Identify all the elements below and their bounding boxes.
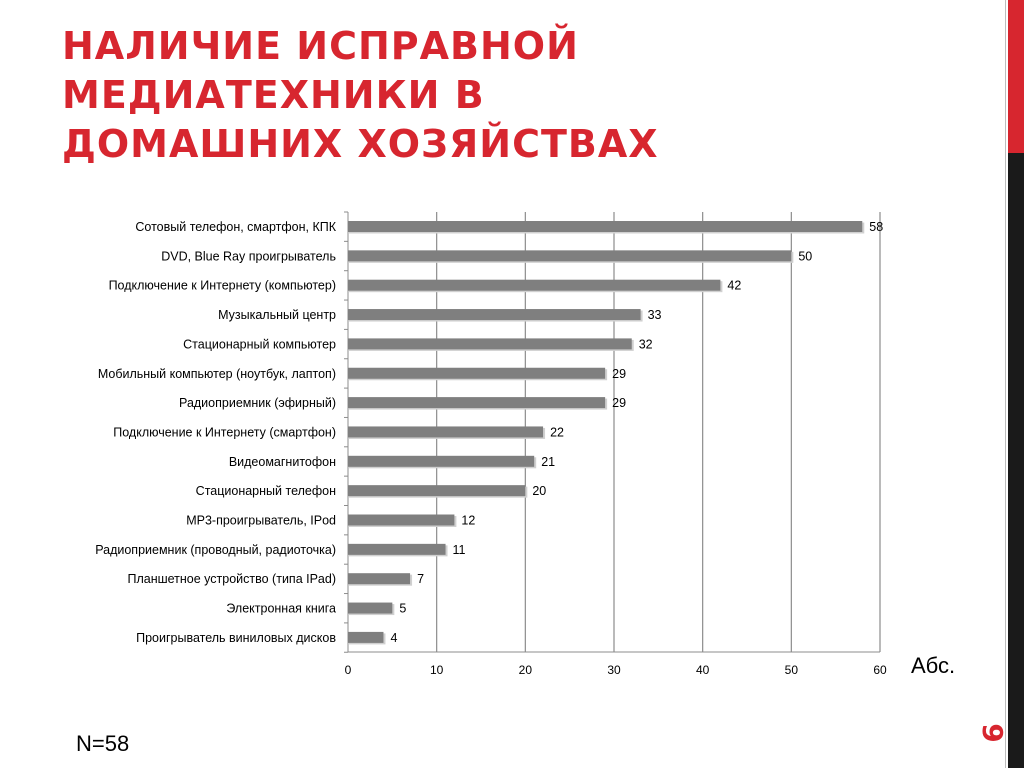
data-label: 12	[461, 514, 475, 528]
x-tick-label: 20	[519, 663, 533, 677]
x-tick-labels: 0 10 20 30 40 50 60	[345, 663, 887, 677]
data-label: 20	[532, 484, 546, 498]
data-label: 33	[648, 308, 662, 322]
bar	[348, 279, 721, 291]
data-label: 29	[612, 367, 626, 381]
bar	[348, 221, 863, 232]
bar	[348, 309, 641, 321]
page-number: 9	[976, 723, 1009, 743]
category-label: Видеомагнитофон	[229, 455, 336, 469]
x-tick-label: 0	[345, 663, 352, 677]
x-tick-label: 40	[696, 663, 710, 677]
bar	[348, 514, 455, 526]
data-label: 22	[550, 425, 564, 439]
x-tick-label: 50	[785, 663, 799, 677]
category-label: Стационарный компьютер	[183, 337, 336, 351]
bar	[348, 455, 535, 467]
category-label: DVD, Blue Ray проигрыватель	[161, 249, 336, 263]
bar	[348, 543, 446, 555]
bar	[348, 426, 544, 438]
bar	[348, 573, 411, 585]
data-label: 42	[727, 279, 741, 293]
category-label: Подключение к Интернету (смартфон)	[113, 425, 336, 439]
value-labels: 58 50 42 33 32 29 29 22 21 20 12 11 7 5 4	[390, 220, 883, 645]
category-labels: Сотовый телефон, смартфон, КПК DVD, Blue …	[95, 220, 337, 645]
category-label: Мобильный компьютер (ноутбук, лаптоп)	[98, 367, 336, 381]
category-label: Подключение к Интернету (компьютер)	[109, 279, 336, 293]
bar	[348, 631, 384, 643]
accent-stripe	[1008, 0, 1024, 153]
bar	[348, 250, 792, 262]
sample-size-note: N=58	[76, 731, 130, 756]
data-label: 11	[453, 543, 466, 557]
category-label: Радиоприемник (эфирный)	[179, 396, 336, 410]
data-label: 32	[639, 337, 653, 351]
dark-stripe	[1008, 153, 1024, 768]
data-label: 29	[612, 396, 626, 410]
category-label: Стационарный телефон	[196, 484, 336, 498]
data-label: 5	[399, 602, 406, 616]
data-label: 50	[798, 249, 812, 263]
bar	[348, 338, 632, 350]
x-tick-label: 10	[430, 663, 444, 677]
category-label: MP3-проигрыватель, IPod	[186, 514, 336, 528]
x-tick-label: 60	[873, 663, 887, 677]
data-label: 7	[417, 572, 424, 586]
category-label: Музыкальный центр	[218, 308, 336, 322]
slide-title: НАЛИЧИЕ ИСПРАВНОЙ МЕДИАТЕХНИКИ В ДОМАШНИ…	[62, 24, 659, 166]
bar	[348, 485, 526, 497]
bar	[348, 602, 393, 614]
axis-unit-label: Абс.	[911, 653, 956, 678]
category-label: Проигрыватель виниловых дисков	[136, 631, 336, 645]
category-label: Радиоприемник (проводный, радиоточка)	[95, 543, 336, 557]
side-divider	[1005, 0, 1006, 768]
bars	[348, 221, 865, 645]
bar	[348, 397, 606, 409]
data-label: 58	[869, 220, 883, 234]
category-label: Электронная книга	[226, 602, 336, 616]
bar-chart: Сотовый телефон, смартфон, КПК DVD, Blue …	[95, 211, 887, 677]
category-label: Планшетное устройство (типа IPad)	[127, 572, 336, 586]
bar	[348, 367, 606, 379]
x-tick-label: 30	[607, 663, 621, 677]
category-label: Сотовый телефон, смартфон, КПК	[135, 220, 336, 234]
data-label: 21	[541, 455, 555, 469]
data-label: 4	[390, 631, 397, 645]
